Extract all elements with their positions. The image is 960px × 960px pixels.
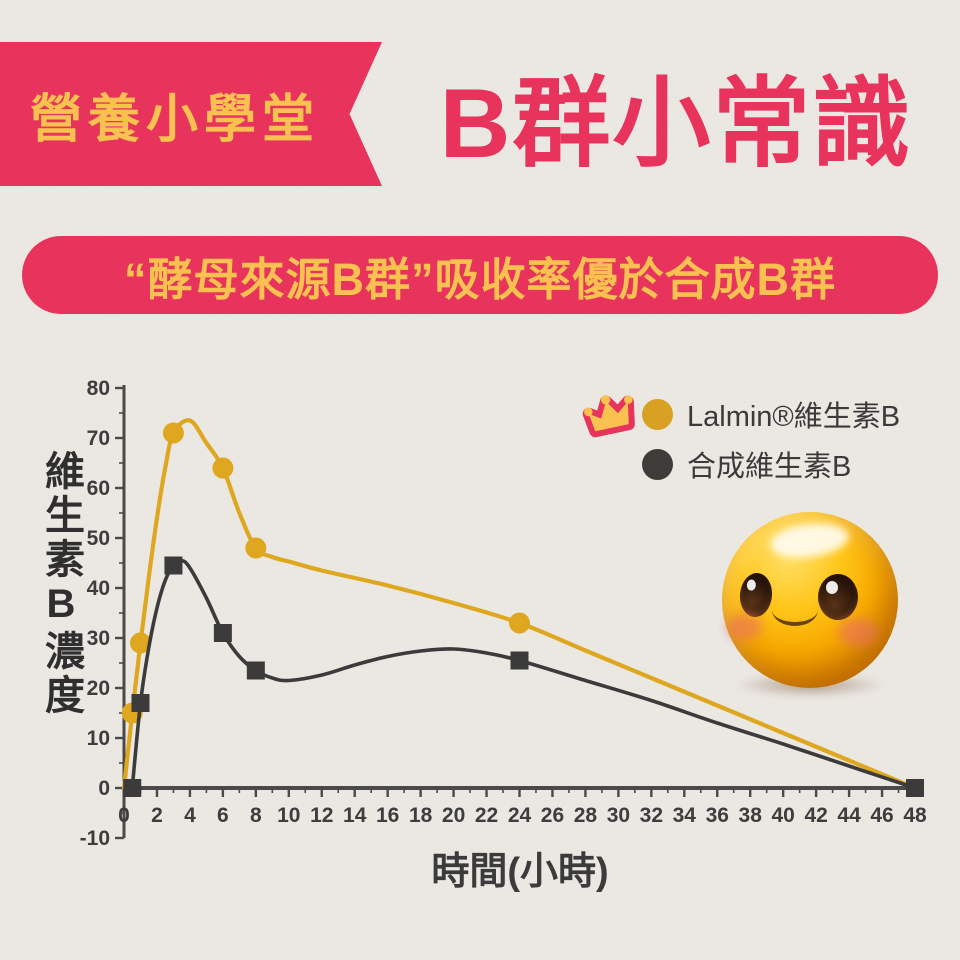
svg-text:28: 28 — [574, 804, 598, 827]
page-title: B群小常識 — [439, 68, 913, 178]
svg-text:80: 80 — [87, 377, 110, 400]
svg-text:40: 40 — [87, 577, 110, 600]
svg-text:46: 46 — [870, 804, 893, 827]
svg-text:32: 32 — [640, 804, 663, 827]
x-axis-title: 時間(小時) — [431, 851, 609, 893]
svg-text:14: 14 — [343, 804, 367, 827]
svg-text:36: 36 — [706, 804, 729, 827]
yellow-ball-mascot — [722, 512, 898, 698]
legend-label-lalmin: Lalmin®維生素B — [687, 401, 901, 433]
eye-glint — [746, 579, 757, 591]
svg-text:26: 26 — [541, 804, 564, 827]
subtitle-banner: “酵母來源B群”吸收率優於合成B群 — [22, 236, 938, 314]
eye-glint — [826, 581, 838, 594]
svg-text:8: 8 — [250, 804, 262, 827]
subtitle-text: “酵母來源B群”吸收率優於合成B群 — [124, 253, 836, 305]
mascot-body — [722, 512, 898, 688]
svg-text:22: 22 — [475, 804, 498, 827]
svg-text:34: 34 — [673, 804, 697, 827]
chart-legend: Lalmin®維生素B 合成維生素B — [580, 390, 900, 488]
svg-text:60: 60 — [87, 477, 110, 500]
svg-text:50: 50 — [87, 527, 110, 550]
svg-text:20: 20 — [442, 804, 465, 827]
svg-text:16: 16 — [376, 804, 399, 827]
mascot-left-eye — [738, 571, 774, 619]
svg-text:4: 4 — [184, 804, 196, 827]
svg-text:42: 42 — [804, 804, 827, 827]
legend-swatch-synthetic — [642, 448, 673, 480]
svg-text:12: 12 — [310, 804, 333, 827]
mascot-left-cheek — [726, 614, 762, 640]
badge-label: 營養小學堂 — [30, 90, 321, 149]
mascot-smile — [772, 594, 818, 626]
crown-icon — [580, 390, 642, 438]
legend-swatch-lalmin — [642, 398, 673, 430]
legend-item-lalmin: Lalmin®維生素B — [580, 390, 900, 438]
svg-text:20: 20 — [87, 677, 110, 700]
mascot-right-cheek — [838, 618, 878, 646]
svg-text:30: 30 — [607, 804, 630, 827]
svg-text:24: 24 — [508, 804, 532, 827]
y-axis-title: 維生素B濃度 — [39, 450, 83, 718]
legend-item-synthetic: 合成維生素B — [580, 440, 900, 488]
svg-text:0: 0 — [98, 777, 110, 800]
svg-text:6: 6 — [217, 804, 229, 827]
svg-text:2: 2 — [151, 804, 163, 827]
svg-text:44: 44 — [837, 804, 861, 827]
svg-text:10: 10 — [277, 804, 300, 827]
mascot-highlight — [767, 519, 851, 563]
svg-text:30: 30 — [87, 627, 110, 650]
svg-text:38: 38 — [739, 804, 763, 827]
svg-text:48: 48 — [903, 804, 927, 827]
mascot-right-eye — [818, 574, 858, 620]
svg-text:40: 40 — [771, 804, 794, 827]
svg-text:-10: -10 — [80, 827, 110, 850]
svg-text:0: 0 — [118, 804, 130, 827]
svg-text:70: 70 — [87, 427, 110, 450]
legend-label-synthetic: 合成維生素B — [687, 451, 852, 483]
svg-text:18: 18 — [409, 804, 433, 827]
badge-ribbon: 營養小學堂 — [0, 42, 382, 186]
svg-text:10: 10 — [87, 727, 110, 750]
